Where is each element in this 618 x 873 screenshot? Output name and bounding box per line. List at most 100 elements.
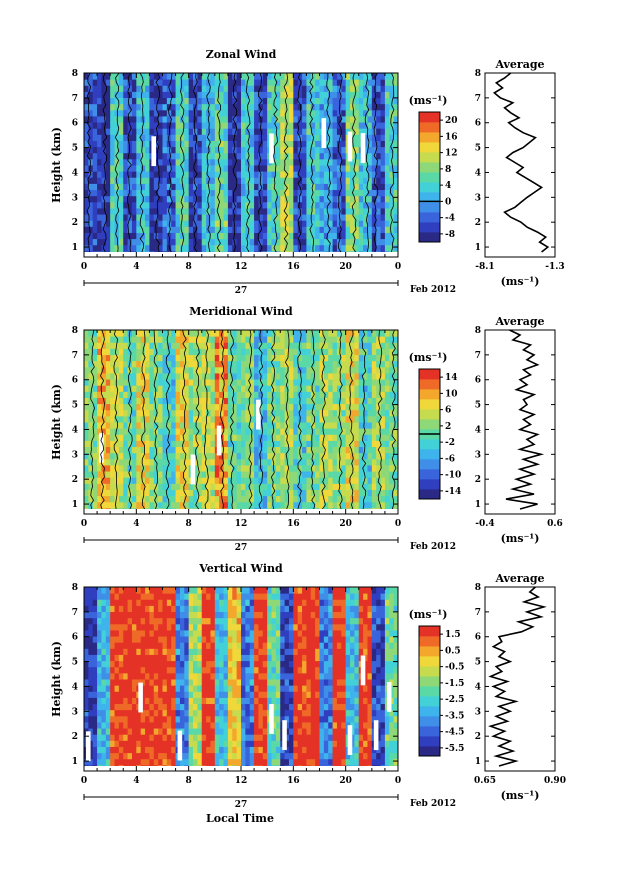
- heatmap-cell: [258, 226, 264, 233]
- heatmap-cell: [84, 171, 89, 178]
- contour-line: [389, 73, 395, 257]
- heatmap-cell: [136, 238, 142, 246]
- heatmap-cell: [245, 464, 251, 472]
- heatmap-cell: [358, 232, 364, 240]
- heatmap-cell: [275, 477, 281, 484]
- heatmap-cell: [158, 220, 163, 227]
- heatmap-cell: [302, 464, 307, 472]
- heatmap-cell: [315, 189, 320, 197]
- y-tick-label: 3: [72, 450, 78, 460]
- heatmap-cell: [350, 115, 355, 123]
- heatmap-cell: [101, 495, 107, 503]
- heatmap-cell: [223, 103, 229, 111]
- heatmap-cell: [315, 483, 320, 490]
- heatmap-cell: [105, 134, 111, 141]
- heatmap-cell: [166, 495, 172, 503]
- heatmap-cell: [175, 85, 181, 92]
- heatmap-cell: [162, 220, 168, 227]
- heatmap-cell: [127, 195, 133, 203]
- heatmap-cell: [140, 366, 146, 374]
- heatmap-cell: [376, 238, 382, 246]
- heatmap-cell: [271, 403, 277, 411]
- heatmap-cell: [123, 446, 129, 454]
- heatmap-cell: [223, 128, 229, 135]
- heatmap-cell: [310, 483, 316, 490]
- heatmap-cell: [92, 648, 98, 655]
- heatmap-cell: [271, 207, 277, 215]
- heatmap-cell: [131, 409, 137, 417]
- heatmap-cell: [241, 140, 246, 148]
- heatmap-cell: [284, 171, 290, 178]
- heatmap-cell: [145, 85, 150, 92]
- heatmap-cell: [293, 226, 299, 233]
- heatmap-cell: [92, 679, 98, 686]
- heatmap-cell: [350, 428, 355, 435]
- heatmap-cell: [131, 195, 137, 203]
- heatmap-cell: [162, 464, 168, 472]
- heatmap-cell: [354, 97, 360, 105]
- heatmap-cell: [254, 452, 259, 460]
- heatmap-cell: [166, 458, 172, 466]
- heatmap-cell: [149, 171, 155, 178]
- heatmap-cell: [197, 330, 203, 337]
- heatmap-cell: [140, 97, 146, 105]
- heatmap-cell: [179, 122, 185, 129]
- heatmap-cell: [315, 97, 320, 105]
- heatmap-cell: [162, 336, 168, 343]
- data-gap: [190, 454, 196, 485]
- heatmap-cell: [162, 330, 168, 337]
- heatmap-cell: [380, 434, 386, 441]
- heatmap-cell: [188, 183, 194, 191]
- heatmap-cell: [367, 79, 373, 86]
- heatmap-cell: [123, 128, 129, 135]
- heatmap-cell: [371, 171, 377, 178]
- heatmap-cell: [323, 495, 329, 503]
- heatmap-cell: [118, 477, 124, 484]
- heatmap-cell: [140, 336, 146, 343]
- heatmap-cell: [306, 115, 312, 123]
- heatmap-cell: [149, 207, 155, 215]
- heatmap-cell: [101, 342, 107, 349]
- heatmap-cell: [101, 434, 107, 441]
- heatmap-cell: [145, 434, 150, 441]
- heatmap-cell: [171, 226, 177, 233]
- heatmap-cell: [236, 140, 242, 148]
- heatmap-cell: [210, 103, 216, 111]
- heatmap-cell: [319, 452, 325, 460]
- heatmap-cell: [315, 165, 320, 172]
- heatmap-cell: [306, 165, 312, 172]
- heatmap-cell: [376, 115, 382, 123]
- heatmap-cell: [384, 140, 390, 148]
- heatmap-cell: [88, 709, 94, 717]
- heatmap-cell: [288, 152, 294, 160]
- heatmap-cell: [84, 685, 89, 692]
- heatmap-cell: [354, 134, 360, 141]
- heatmap-cell: [162, 171, 168, 178]
- heatmap-cell: [92, 336, 98, 343]
- heatmap-cell: [236, 403, 242, 411]
- heatmap-cell: [363, 183, 368, 191]
- heatmap-cell: [188, 501, 194, 509]
- contour-line: [338, 330, 343, 514]
- heatmap-cell: [97, 636, 102, 643]
- heatmap-cell: [105, 434, 111, 441]
- heatmap-cell: [350, 391, 355, 398]
- heatmap-cell: [297, 91, 303, 99]
- heatmap-cell: [371, 422, 377, 429]
- heatmap-cell: [328, 79, 334, 86]
- heatmap-cell: [110, 452, 116, 460]
- heatmap-cell: [376, 434, 382, 441]
- colorbar-unit: (ms⁻¹): [409, 351, 448, 364]
- heatmap-cell: [171, 464, 177, 472]
- heatmap-cell: [371, 73, 377, 80]
- heatmap-cell: [214, 360, 220, 368]
- heatmap-cell: [153, 403, 159, 411]
- heatmap-cell: [350, 446, 355, 454]
- colorbar-swatch: [419, 439, 440, 450]
- x-tick-label: 16: [287, 519, 300, 529]
- heatmap-cell: [371, 244, 377, 252]
- heatmap-cell: [131, 85, 137, 92]
- heatmap-cell: [97, 391, 102, 398]
- contour-line: [321, 330, 326, 514]
- heatmap-cell: [136, 244, 142, 252]
